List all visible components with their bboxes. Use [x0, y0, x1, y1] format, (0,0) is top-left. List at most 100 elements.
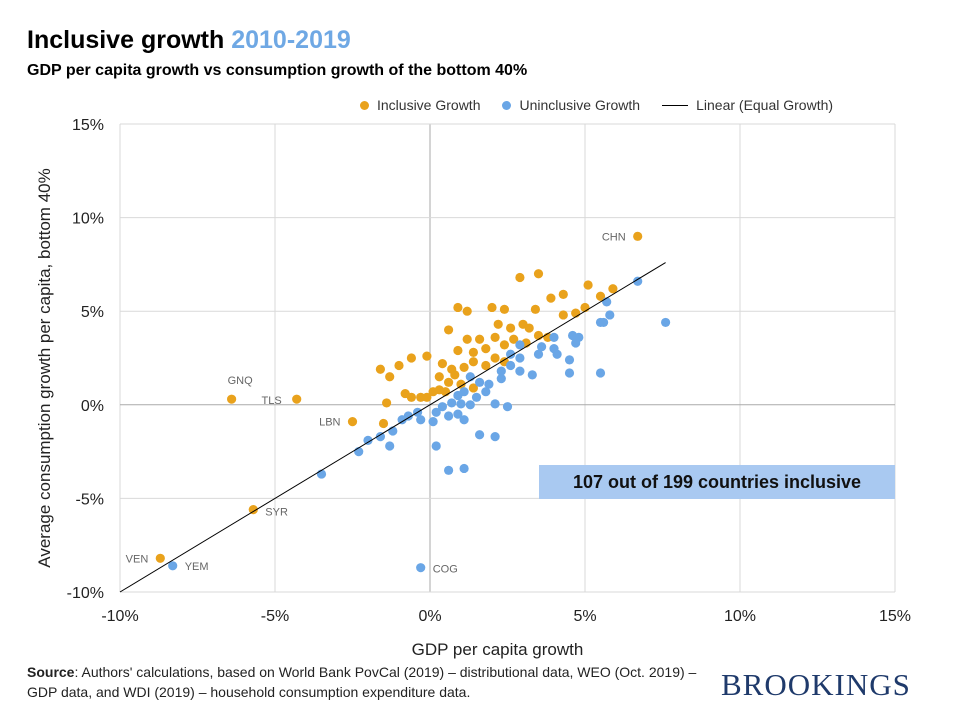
- legend-uninclusive-label: Uninclusive Growth: [519, 97, 641, 113]
- inclusive-point: [382, 398, 392, 408]
- uninclusive-point: [416, 563, 426, 573]
- uninclusive-point: [475, 430, 485, 440]
- uninclusive-point: [444, 465, 454, 475]
- inclusive-point: [459, 362, 469, 372]
- country-label: LBN: [319, 417, 340, 429]
- uninclusive-point: [564, 368, 575, 378]
- legend-inclusive-label: Inclusive Growth: [377, 97, 481, 113]
- inclusive-point: [468, 347, 478, 357]
- inclusive-point: [515, 272, 525, 283]
- inclusive-point: [499, 340, 509, 350]
- uninclusive-point: [552, 349, 562, 359]
- uninclusive-point: [490, 432, 500, 442]
- chart-subtitle: GDP per capita growth vs consumption gro…: [27, 62, 528, 79]
- uninclusive-point: [456, 399, 466, 409]
- uninclusive-point: [397, 415, 407, 425]
- uninclusive-point: [506, 349, 516, 359]
- blue-dot-icon: [502, 100, 512, 110]
- uninclusive-point: [599, 317, 609, 328]
- orange-dot-icon: [360, 100, 369, 110]
- y-tick-label: 10%: [72, 211, 104, 228]
- inclusive-point: [490, 332, 500, 343]
- uninclusive-point: [496, 366, 506, 376]
- inclusive-point: [524, 323, 534, 333]
- title-years: 2010-2019: [231, 26, 351, 54]
- uninclusive-point: [537, 342, 547, 352]
- uninclusive-point: [428, 417, 438, 427]
- country-label: TLS: [262, 395, 282, 407]
- uninclusive-point: [515, 340, 525, 350]
- y-axis-label: Average consumption growth per capita, b…: [35, 168, 54, 567]
- inclusive-point: [394, 360, 404, 371]
- callout-box: 107 out of 199 countries inclusive: [539, 465, 895, 499]
- uninclusive-point: [375, 432, 385, 442]
- uninclusive-point: [471, 392, 482, 402]
- inclusive-point: [406, 392, 416, 402]
- inclusive-point: [347, 417, 358, 427]
- inclusive-point: [450, 370, 460, 380]
- uninclusive-point: [363, 435, 373, 445]
- uninclusive-point: [484, 379, 494, 389]
- inclusive-point: [490, 353, 500, 363]
- legend-uninclusive: Uninclusive Growth: [502, 97, 640, 113]
- inclusive-point: [558, 289, 568, 299]
- uninclusive-point: [447, 398, 457, 408]
- inclusive-point: [493, 319, 503, 329]
- uninclusive-point: [515, 353, 525, 363]
- inclusive-point: [453, 345, 463, 356]
- x-tick-label: 10%: [724, 608, 756, 625]
- inclusive-point: [558, 310, 568, 320]
- uninclusive-point: [515, 366, 525, 376]
- equal-growth-line: [119, 262, 666, 593]
- inclusive-point: [583, 280, 593, 290]
- uninclusive-point: [416, 415, 426, 425]
- inclusive-point: [506, 323, 516, 333]
- chart-title: Inclusive growth 2010-2019: [27, 26, 351, 55]
- uninclusive-point: [496, 373, 506, 384]
- uninclusive-point: [168, 561, 178, 571]
- country-label: YEM: [185, 561, 209, 573]
- y-tick-label: 5%: [81, 304, 104, 321]
- uninclusive-point: [661, 317, 671, 328]
- uninclusive-point: [444, 411, 454, 421]
- source-note: Source: Authors' calculations, based on …: [27, 662, 717, 702]
- x-tick-label: -10%: [101, 608, 138, 625]
- inclusive-point: [468, 383, 478, 393]
- inclusive-point: [499, 304, 509, 314]
- uninclusive-point: [564, 355, 575, 365]
- inclusive-point: [595, 291, 606, 301]
- uninclusive-point: [431, 407, 441, 417]
- y-tick-label: 15%: [72, 117, 104, 134]
- uninclusive-point: [385, 441, 395, 451]
- inclusive-point: [422, 351, 432, 361]
- uninclusive-point: [453, 409, 463, 419]
- x-tick-label: 0%: [418, 608, 441, 625]
- uninclusive-point: [605, 310, 615, 320]
- inclusive-point: [546, 293, 556, 303]
- inclusive-point: [378, 418, 389, 429]
- inclusive-point: [481, 360, 491, 371]
- legend: Inclusive Growth Uninclusive Growth Line…: [360, 97, 833, 113]
- inclusive-point: [481, 344, 491, 354]
- inclusive-point: [406, 353, 416, 363]
- country-label: COG: [433, 564, 458, 576]
- source-text: : Authors' calculations, based on World …: [27, 664, 697, 700]
- y-tick-label: -5%: [76, 491, 104, 508]
- uninclusive-point: [533, 349, 544, 359]
- uninclusive-point: [475, 377, 485, 387]
- inclusive-point: [227, 394, 237, 404]
- uninclusive-point: [465, 400, 475, 410]
- inclusive-point: [487, 302, 497, 313]
- uninclusive-point: [437, 402, 447, 412]
- y-tick-label: -10%: [67, 585, 104, 602]
- inclusive-point: [608, 284, 618, 294]
- country-label: GNQ: [228, 375, 254, 387]
- inclusive-point: [248, 505, 258, 515]
- uninclusive-point: [490, 399, 500, 409]
- uninclusive-point: [459, 415, 469, 425]
- uninclusive-point: [453, 390, 463, 401]
- inclusive-point: [475, 334, 485, 344]
- inclusive-point: [434, 385, 444, 395]
